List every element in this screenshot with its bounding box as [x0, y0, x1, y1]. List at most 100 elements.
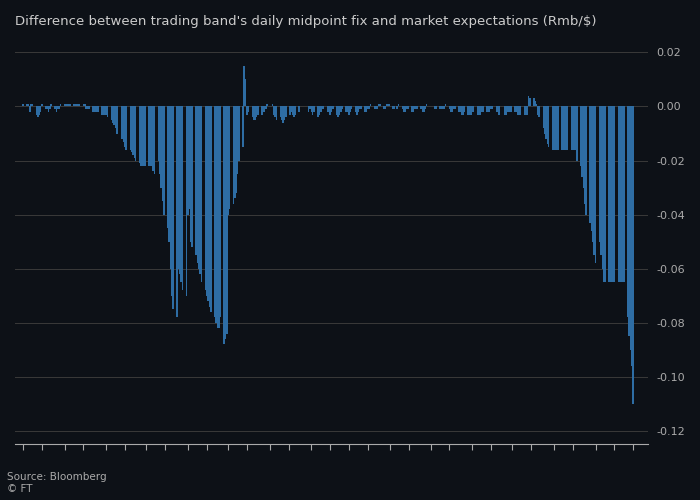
Bar	[78, 104, 81, 106]
Bar	[349, 106, 351, 112]
Bar	[519, 106, 522, 114]
Bar	[323, 106, 324, 109]
Bar	[351, 106, 352, 109]
Bar	[359, 106, 360, 109]
Bar	[141, 106, 144, 166]
Bar	[486, 106, 488, 112]
Bar	[629, 106, 630, 336]
Bar	[171, 106, 173, 296]
Bar	[122, 106, 123, 139]
Bar	[426, 104, 428, 106]
Bar	[542, 106, 544, 128]
Bar	[415, 106, 416, 109]
Bar	[76, 104, 78, 106]
Bar	[276, 106, 277, 120]
Bar	[244, 66, 245, 106]
Bar	[235, 106, 237, 193]
Bar	[598, 106, 601, 242]
Bar	[248, 106, 249, 112]
Bar	[172, 106, 174, 310]
Bar	[84, 104, 85, 106]
Text: Source: Bloomberg: Source: Bloomberg	[7, 472, 106, 482]
Bar	[103, 106, 104, 114]
Bar	[370, 104, 371, 106]
Bar	[595, 106, 596, 264]
Bar	[538, 106, 540, 118]
Bar	[83, 104, 84, 106]
Bar	[321, 106, 323, 109]
Bar	[582, 106, 584, 188]
Bar	[328, 106, 330, 112]
Bar	[111, 106, 113, 120]
Bar	[38, 106, 40, 114]
Bar	[182, 106, 183, 290]
Text: © FT: © FT	[7, 484, 32, 494]
Bar	[50, 104, 52, 106]
Bar	[106, 106, 108, 118]
Bar	[30, 104, 32, 106]
Bar	[478, 106, 480, 114]
Bar	[548, 106, 550, 147]
Bar	[162, 106, 163, 201]
Bar	[449, 106, 450, 109]
Bar	[219, 106, 221, 318]
Bar	[383, 106, 384, 109]
Bar	[293, 106, 295, 118]
Bar	[124, 106, 126, 147]
Bar	[345, 106, 347, 112]
Bar	[572, 106, 573, 150]
Bar	[601, 106, 603, 268]
Bar	[97, 106, 99, 112]
Bar	[339, 106, 340, 114]
Bar	[337, 106, 339, 118]
Bar	[313, 106, 315, 112]
Bar	[490, 106, 492, 109]
Bar	[384, 106, 386, 109]
Bar	[22, 104, 24, 106]
Bar	[245, 80, 246, 106]
Bar	[440, 106, 441, 109]
Bar	[498, 106, 500, 114]
Bar	[253, 106, 255, 120]
Bar	[106, 106, 107, 114]
Bar	[489, 106, 491, 112]
Bar	[463, 106, 465, 112]
Bar	[37, 106, 38, 118]
Bar	[554, 106, 556, 150]
Bar	[396, 106, 398, 109]
Bar	[65, 104, 66, 106]
Bar	[272, 104, 273, 106]
Bar	[632, 106, 634, 404]
Text: Difference between trading band's daily midpoint fix and market expectations (Rm: Difference between trading band's daily …	[15, 15, 596, 28]
Bar	[273, 106, 274, 114]
Bar	[122, 106, 125, 142]
Bar	[561, 106, 563, 150]
Bar	[454, 106, 456, 109]
Bar	[496, 106, 497, 112]
Bar	[444, 104, 446, 106]
Bar	[514, 106, 516, 112]
Bar	[604, 106, 606, 282]
Bar	[452, 106, 453, 112]
Bar	[216, 106, 217, 323]
Bar	[576, 106, 578, 160]
Bar	[537, 106, 539, 114]
Bar	[603, 106, 605, 282]
Bar	[176, 106, 178, 318]
Bar	[508, 106, 510, 112]
Bar	[56, 106, 57, 112]
Bar	[440, 106, 442, 109]
Bar	[458, 106, 460, 112]
Bar	[608, 106, 610, 282]
Bar	[443, 106, 445, 109]
Bar	[285, 106, 287, 118]
Bar	[327, 106, 328, 112]
Bar	[282, 106, 284, 122]
Bar	[88, 106, 90, 109]
Bar	[77, 104, 79, 106]
Bar	[566, 106, 567, 150]
Bar	[434, 106, 435, 109]
Bar	[570, 106, 573, 150]
Bar	[544, 106, 545, 134]
Bar	[591, 106, 592, 231]
